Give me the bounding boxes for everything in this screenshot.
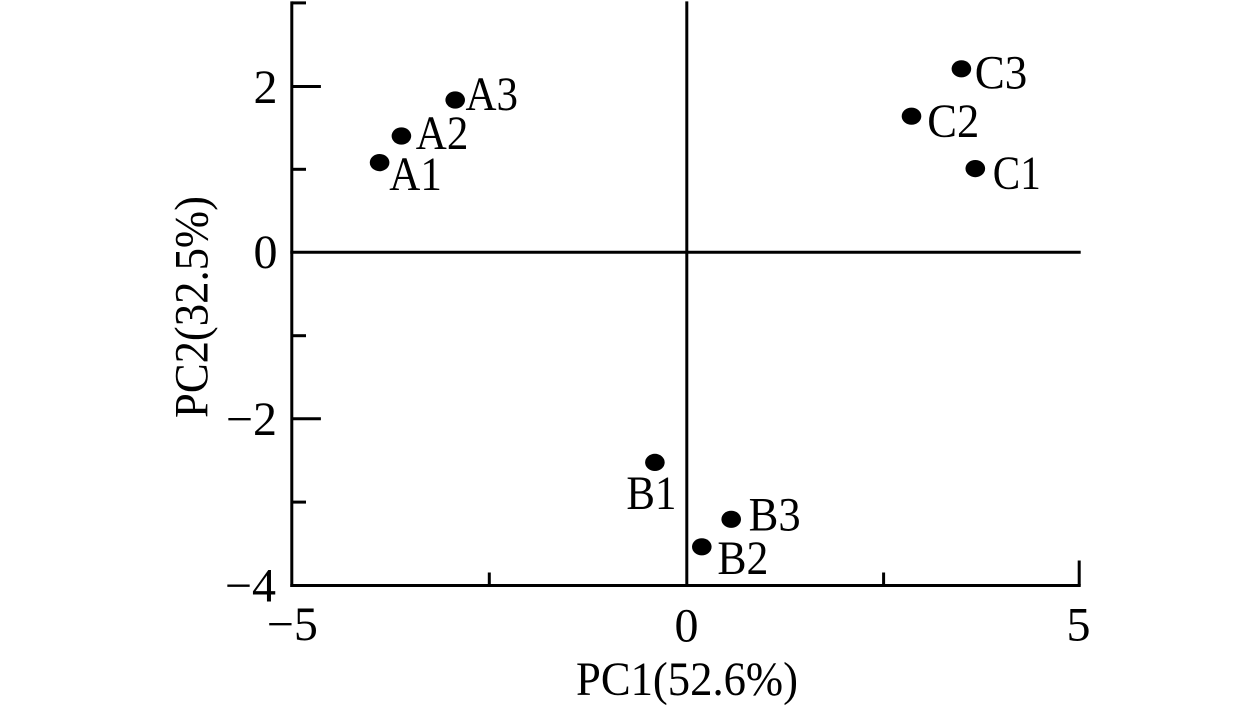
svg-text:−5: −5 bbox=[267, 598, 318, 651]
svg-text:PC2(32.5%): PC2(32.5%) bbox=[166, 196, 219, 418]
svg-text:C3: C3 bbox=[975, 47, 1028, 100]
svg-text:0: 0 bbox=[254, 226, 278, 279]
svg-text:−4: −4 bbox=[225, 560, 276, 613]
svg-text:C2: C2 bbox=[927, 95, 979, 148]
svg-text:B2: B2 bbox=[717, 532, 768, 585]
svg-text:A2: A2 bbox=[416, 107, 469, 160]
svg-text:B3: B3 bbox=[749, 489, 801, 542]
svg-text:0: 0 bbox=[675, 600, 699, 653]
svg-text:A1: A1 bbox=[389, 148, 442, 201]
svg-text:B1: B1 bbox=[626, 467, 676, 520]
svg-text:−2: −2 bbox=[226, 393, 277, 446]
svg-text:C1: C1 bbox=[993, 147, 1041, 200]
svg-text:5: 5 bbox=[1067, 599, 1091, 652]
svg-text:2: 2 bbox=[254, 61, 278, 114]
svg-text:PC1(52.6%): PC1(52.6%) bbox=[576, 653, 798, 706]
svg-text:A3: A3 bbox=[466, 68, 519, 121]
